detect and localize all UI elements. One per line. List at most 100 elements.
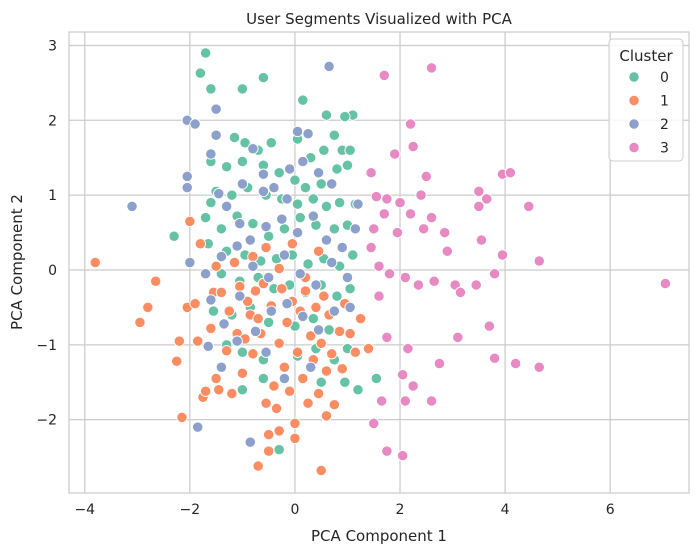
- data-point: [210, 129, 222, 141]
- data-point: [368, 223, 380, 235]
- data-point: [278, 372, 291, 385]
- data-point: [349, 346, 362, 358]
- data-point: [289, 174, 301, 186]
- data-point: [315, 464, 327, 477]
- data-point: [373, 260, 385, 272]
- data-point: [260, 346, 272, 358]
- data-point: [399, 271, 411, 284]
- data-point: [260, 220, 272, 233]
- data-point: [215, 223, 228, 235]
- data-point: [328, 305, 340, 317]
- data-point: [284, 385, 296, 397]
- x-tick-label: −4: [74, 502, 95, 518]
- data-point: [205, 196, 217, 209]
- data-point: [215, 361, 228, 373]
- data-point: [263, 230, 275, 242]
- data-point: [291, 226, 304, 239]
- data-point: [234, 280, 246, 293]
- legend-marker: [628, 141, 640, 154]
- data-point: [320, 365, 333, 377]
- data-point: [257, 168, 270, 180]
- data-point: [312, 324, 325, 336]
- data-point: [454, 286, 467, 299]
- data-point: [347, 249, 359, 261]
- data-point: [404, 118, 417, 130]
- data-point: [210, 103, 222, 115]
- data-point: [333, 196, 346, 209]
- x-tick-label: 2: [396, 502, 405, 518]
- data-points: [89, 47, 672, 477]
- data-point: [488, 352, 501, 364]
- data-point: [373, 290, 385, 302]
- data-point: [396, 449, 409, 462]
- data-point: [263, 271, 275, 284]
- y-tick-label: −1: [36, 338, 57, 354]
- data-point: [192, 335, 204, 347]
- data-point: [247, 348, 259, 360]
- data-point: [213, 187, 225, 200]
- data-point: [184, 215, 196, 227]
- data-point: [368, 417, 380, 430]
- data-point: [294, 211, 306, 224]
- data-point: [257, 185, 270, 198]
- data-point: [425, 395, 438, 407]
- data-point: [126, 200, 138, 213]
- data-point: [244, 234, 256, 246]
- data-point: [307, 312, 319, 325]
- data-point: [231, 240, 243, 252]
- data-point: [294, 268, 306, 280]
- data-point: [341, 159, 354, 171]
- data-point: [199, 211, 212, 224]
- data-point: [281, 193, 293, 205]
- data-point: [252, 312, 264, 325]
- data-point: [315, 178, 327, 190]
- data-point: [365, 241, 377, 254]
- data-point: [265, 137, 277, 149]
- data-point: [291, 198, 304, 210]
- data-point: [312, 167, 325, 179]
- data-point: [352, 384, 364, 396]
- data-point: [341, 271, 354, 284]
- data-point: [344, 327, 356, 340]
- data-point: [470, 279, 482, 291]
- data-point: [276, 283, 288, 295]
- data-point: [278, 223, 291, 235]
- data-point: [231, 335, 243, 347]
- legend-label: 1: [660, 94, 669, 110]
- data-point: [302, 258, 314, 270]
- data-point: [533, 255, 545, 267]
- data-point: [142, 301, 154, 314]
- data-point: [241, 295, 254, 308]
- data-point: [263, 428, 275, 441]
- data-point: [289, 417, 301, 430]
- data-point: [289, 432, 301, 445]
- data-point: [181, 170, 193, 183]
- data-point: [207, 305, 220, 317]
- data-point: [473, 185, 485, 198]
- data-point: [375, 395, 388, 407]
- data-point: [318, 144, 330, 156]
- data-point: [286, 238, 298, 250]
- data-point: [349, 223, 362, 235]
- data-point: [407, 380, 419, 392]
- data-point: [370, 190, 383, 203]
- tick-labels: −4 −2 0 2 4 6 −2 −1 0 1 2 3: [36, 38, 614, 518]
- data-point: [312, 245, 325, 257]
- data-point: [268, 182, 280, 194]
- data-point: [263, 445, 275, 457]
- data-point: [220, 200, 233, 213]
- data-point: [326, 256, 338, 269]
- data-point: [328, 399, 340, 411]
- data-point: [326, 348, 338, 360]
- data-point: [297, 310, 309, 323]
- y-tick-label: 3: [48, 38, 57, 54]
- data-point: [291, 346, 304, 358]
- data-point: [310, 301, 322, 314]
- data-point: [247, 217, 259, 230]
- data-point: [441, 245, 453, 257]
- data-point: [320, 200, 333, 213]
- data-point: [244, 436, 256, 448]
- data-point: [297, 155, 309, 168]
